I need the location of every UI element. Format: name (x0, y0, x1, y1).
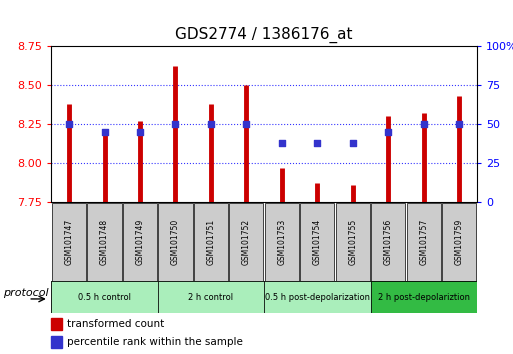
Text: 0.5 h control: 0.5 h control (78, 293, 131, 302)
FancyBboxPatch shape (88, 202, 122, 281)
Text: GSM101757: GSM101757 (419, 218, 428, 265)
Point (136, 129, 144, 135)
Text: 2 h post-depolariztion: 2 h post-depolariztion (378, 293, 470, 302)
Text: GSM101753: GSM101753 (278, 218, 286, 265)
Point (65, 121, 73, 127)
FancyBboxPatch shape (123, 202, 157, 281)
Text: GSM101759: GSM101759 (455, 218, 464, 265)
Text: GSM101747: GSM101747 (65, 218, 73, 265)
Point (349, 140, 357, 145)
Text: GSM101749: GSM101749 (135, 218, 145, 265)
Text: protocol: protocol (3, 287, 48, 298)
Text: GSM101754: GSM101754 (313, 218, 322, 265)
Text: GSM101751: GSM101751 (206, 218, 215, 265)
Point (242, 121, 250, 127)
Title: GDS2774 / 1386176_at: GDS2774 / 1386176_at (175, 27, 353, 43)
Text: 2 h control: 2 h control (188, 293, 233, 302)
FancyBboxPatch shape (301, 202, 334, 281)
Point (455, 121, 463, 127)
FancyBboxPatch shape (265, 202, 299, 281)
FancyBboxPatch shape (194, 202, 228, 281)
Bar (51, 337, 62, 348)
Text: 0.5 h post-depolarization: 0.5 h post-depolarization (265, 293, 370, 302)
Text: transformed count: transformed count (67, 319, 164, 329)
Point (101, 129, 109, 135)
FancyBboxPatch shape (159, 202, 192, 281)
FancyBboxPatch shape (371, 202, 405, 281)
Point (420, 121, 428, 127)
Text: percentile rank within the sample: percentile rank within the sample (67, 337, 243, 347)
Text: GSM101750: GSM101750 (171, 218, 180, 265)
FancyBboxPatch shape (336, 202, 370, 281)
Text: GSM101752: GSM101752 (242, 218, 251, 265)
Bar (158, 281, 264, 313)
Bar (51, 281, 158, 313)
Text: GSM101755: GSM101755 (348, 218, 358, 265)
Point (207, 121, 215, 127)
Point (171, 121, 180, 127)
FancyBboxPatch shape (407, 202, 441, 281)
Text: GSM101748: GSM101748 (100, 218, 109, 265)
FancyBboxPatch shape (52, 202, 86, 281)
Bar (51, 318, 62, 330)
Text: GSM101756: GSM101756 (384, 218, 393, 265)
Point (313, 140, 322, 145)
Point (384, 129, 392, 135)
Bar (370, 281, 477, 313)
Bar (264, 281, 370, 313)
FancyBboxPatch shape (229, 202, 264, 281)
Point (278, 140, 286, 145)
FancyBboxPatch shape (442, 202, 477, 281)
